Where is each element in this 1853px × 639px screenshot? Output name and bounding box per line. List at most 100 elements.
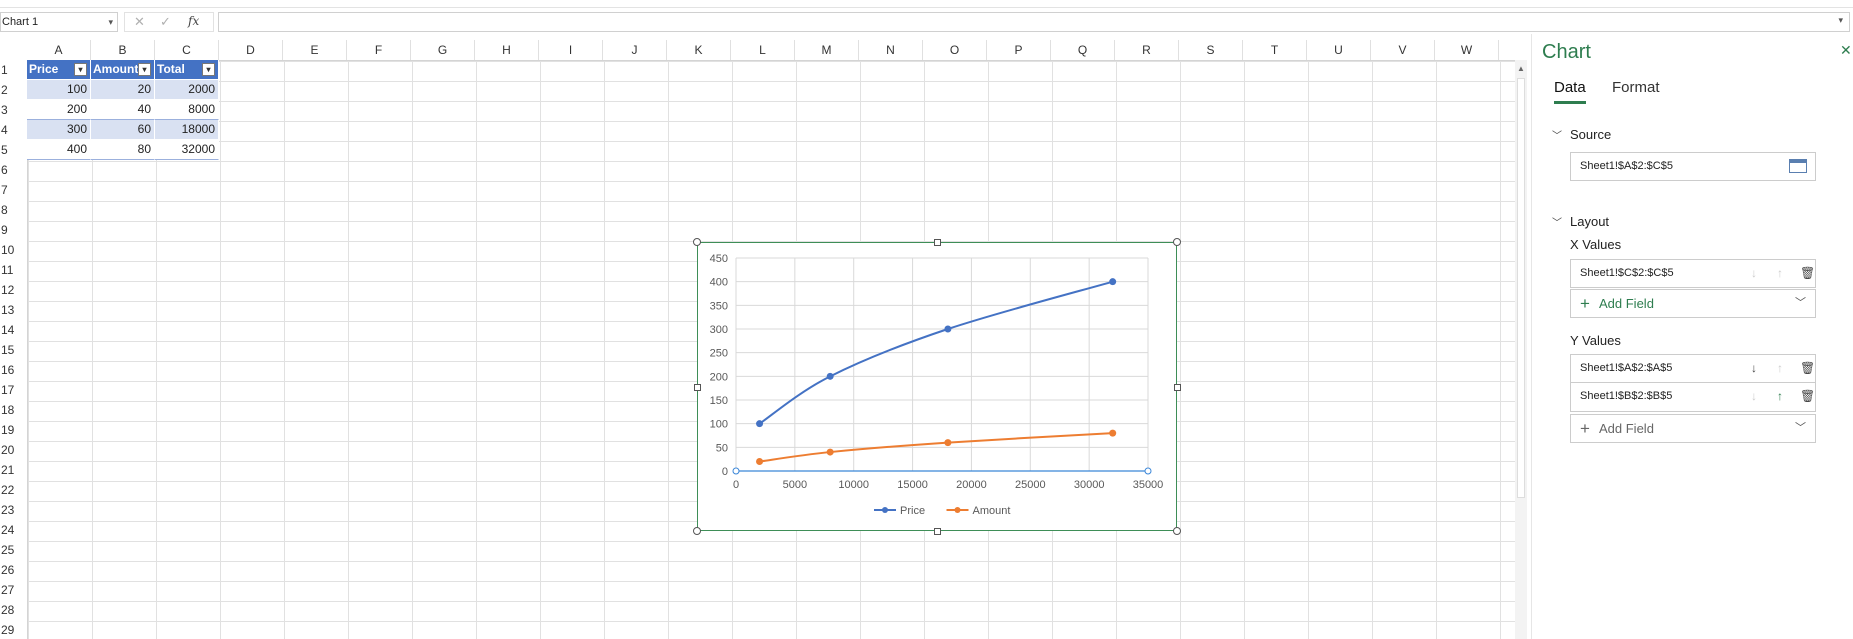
resize-handle-tr[interactable] bbox=[1173, 238, 1181, 246]
row-header[interactable]: 26 bbox=[1, 563, 15, 577]
row-header[interactable]: 25 bbox=[1, 543, 15, 557]
table-cell[interactable]: 32000 bbox=[155, 140, 219, 160]
filter-dropdown-icon[interactable]: ▾ bbox=[202, 63, 215, 76]
layout-section-header[interactable]: ﹀ Layout bbox=[1552, 214, 1609, 229]
add-x-field-button[interactable]: + Add Field ﹀ bbox=[1570, 289, 1816, 318]
delete-icon[interactable]: 🗑 bbox=[1800, 389, 1816, 403]
table-header-cell[interactable]: Amount ▾ bbox=[91, 60, 155, 80]
row-header[interactable]: 13 bbox=[1, 303, 15, 317]
column-header[interactable]: T bbox=[1243, 40, 1307, 60]
row-header[interactable]: 2 bbox=[1, 83, 8, 97]
row-header[interactable]: 16 bbox=[1, 363, 15, 377]
y-values-field-2[interactable]: Sheet1!$B$2:$B$5 ↓ ↑ 🗑 bbox=[1570, 383, 1816, 412]
chevron-down-icon[interactable]: ﹀ bbox=[1795, 422, 1806, 434]
column-header[interactable]: S bbox=[1179, 40, 1243, 60]
table-cell[interactable]: 20 bbox=[91, 80, 155, 100]
column-header[interactable]: C bbox=[155, 40, 219, 60]
column-header[interactable]: L bbox=[731, 40, 795, 60]
row-header[interactable]: 28 bbox=[1, 603, 15, 617]
column-header[interactable]: R bbox=[1115, 40, 1179, 60]
row-header[interactable]: 21 bbox=[1, 463, 15, 477]
row-header[interactable]: 6 bbox=[1, 163, 8, 177]
row-header[interactable]: 17 bbox=[1, 383, 15, 397]
filter-dropdown-icon[interactable]: ▾ bbox=[74, 63, 87, 76]
column-header[interactable]: Q bbox=[1051, 40, 1115, 60]
table-cell[interactable]: 200 bbox=[27, 100, 91, 120]
column-header[interactable]: B bbox=[91, 40, 155, 60]
table-cell[interactable]: 40 bbox=[91, 100, 155, 120]
table-cell[interactable]: 80 bbox=[91, 140, 155, 160]
close-icon[interactable]: ✕ bbox=[1840, 42, 1852, 58]
column-header[interactable]: W bbox=[1435, 40, 1499, 60]
add-y-field-button[interactable]: + Add Field ﹀ bbox=[1570, 414, 1816, 443]
column-header[interactable]: K bbox=[667, 40, 731, 60]
column-header[interactable]: U bbox=[1307, 40, 1371, 60]
delete-icon[interactable]: 🗑 bbox=[1800, 361, 1816, 375]
delete-icon[interactable]: 🗑 bbox=[1800, 266, 1816, 280]
chart-object[interactable]: 0 50 100 150 200 250 300 350 400 450 0 5000 10000 150… bbox=[693, 238, 1181, 535]
row-header[interactable]: 20 bbox=[1, 443, 15, 457]
y-values-field-1[interactable]: Sheet1!$A$2:$A$5 ↓ ↑ 🗑 bbox=[1570, 354, 1816, 383]
table-header-cell[interactable]: Total ▾ bbox=[155, 60, 219, 80]
table-cell[interactable]: 60 bbox=[91, 120, 155, 140]
source-section-header[interactable]: ﹀ Source bbox=[1552, 127, 1611, 142]
row-header[interactable]: 7 bbox=[1, 183, 8, 197]
row-header[interactable]: 18 bbox=[1, 403, 15, 417]
chevron-down-icon[interactable]: ▾ bbox=[108, 17, 113, 27]
table-cell[interactable]: 2000 bbox=[155, 80, 219, 100]
move-down-icon[interactable]: ↓ bbox=[1751, 361, 1757, 375]
column-header[interactable]: G bbox=[411, 40, 475, 60]
tab-format[interactable]: Format bbox=[1612, 79, 1660, 96]
resize-handle-t[interactable] bbox=[934, 239, 941, 246]
formula-input[interactable]: ▾ bbox=[218, 12, 1850, 32]
column-header[interactable]: V bbox=[1371, 40, 1435, 60]
cancel-icon[interactable]: ✕ bbox=[134, 14, 145, 29]
enter-icon[interactable]: ✓ bbox=[160, 14, 171, 29]
row-header[interactable]: 5 bbox=[1, 143, 8, 157]
table-cell[interactable]: 18000 bbox=[155, 120, 219, 140]
row-header[interactable]: 19 bbox=[1, 423, 15, 437]
column-header[interactable]: A bbox=[27, 40, 91, 60]
column-header[interactable]: F bbox=[347, 40, 411, 60]
column-header[interactable]: I bbox=[539, 40, 603, 60]
row-header[interactable]: 12 bbox=[1, 283, 15, 297]
tab-data[interactable]: Data bbox=[1554, 79, 1586, 104]
row-header[interactable]: 11 bbox=[1, 263, 14, 277]
move-up-icon[interactable]: ↑ bbox=[1777, 389, 1783, 403]
table-cell[interactable]: 300 bbox=[27, 120, 91, 140]
row-header[interactable]: 8 bbox=[1, 203, 8, 217]
table-cell[interactable]: 8000 bbox=[155, 100, 219, 120]
row-header[interactable]: 15 bbox=[1, 343, 15, 357]
column-header[interactable]: N bbox=[859, 40, 923, 60]
resize-handle-l[interactable] bbox=[694, 384, 701, 391]
source-range-field[interactable]: Sheet1!$A$2:$C$5 bbox=[1570, 152, 1816, 181]
row-header[interactable]: 10 bbox=[1, 243, 15, 257]
row-header[interactable]: 22 bbox=[1, 483, 15, 497]
expand-formula-icon[interactable]: ▾ bbox=[1838, 15, 1843, 25]
row-header[interactable]: 29 bbox=[1, 623, 15, 637]
scroll-up-icon[interactable]: ▲ bbox=[1517, 64, 1525, 73]
column-header[interactable]: D bbox=[219, 40, 283, 60]
resize-handle-r[interactable] bbox=[1174, 384, 1181, 391]
row-header[interactable]: 14 bbox=[1, 323, 15, 337]
column-header[interactable]: M bbox=[795, 40, 859, 60]
row-header[interactable]: 27 bbox=[1, 583, 15, 597]
row-header[interactable]: 3 bbox=[1, 103, 8, 117]
filter-dropdown-icon[interactable]: ▾ bbox=[138, 63, 151, 76]
row-header[interactable]: 24 bbox=[1, 523, 15, 537]
table-header-cell[interactable]: Price ▾ bbox=[27, 60, 91, 80]
table-cell[interactable]: 400 bbox=[27, 140, 91, 160]
insert-function-icon[interactable]: fx bbox=[188, 14, 200, 28]
name-box[interactable]: Chart 1 ▾ bbox=[0, 12, 118, 32]
x-values-field[interactable]: Sheet1!$C$2:$C$5 ↓ ↑ 🗑 bbox=[1570, 259, 1816, 288]
resize-handle-br[interactable] bbox=[1173, 527, 1181, 535]
scroll-thumb[interactable] bbox=[1517, 78, 1525, 498]
resize-handle-tl[interactable] bbox=[693, 238, 701, 246]
row-header[interactable]: 9 bbox=[1, 223, 8, 237]
resize-handle-b[interactable] bbox=[934, 528, 941, 535]
row-header[interactable]: 23 bbox=[1, 503, 15, 517]
table-cell[interactable]: 100 bbox=[27, 80, 91, 100]
column-header[interactable]: J bbox=[603, 40, 667, 60]
row-header[interactable]: 1 bbox=[1, 63, 8, 77]
resize-handle-bl[interactable] bbox=[693, 527, 701, 535]
